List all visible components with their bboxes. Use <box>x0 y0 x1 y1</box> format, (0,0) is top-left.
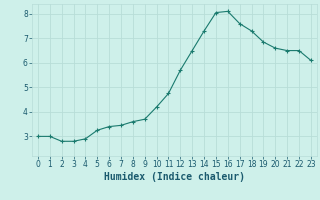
X-axis label: Humidex (Indice chaleur): Humidex (Indice chaleur) <box>104 172 245 182</box>
